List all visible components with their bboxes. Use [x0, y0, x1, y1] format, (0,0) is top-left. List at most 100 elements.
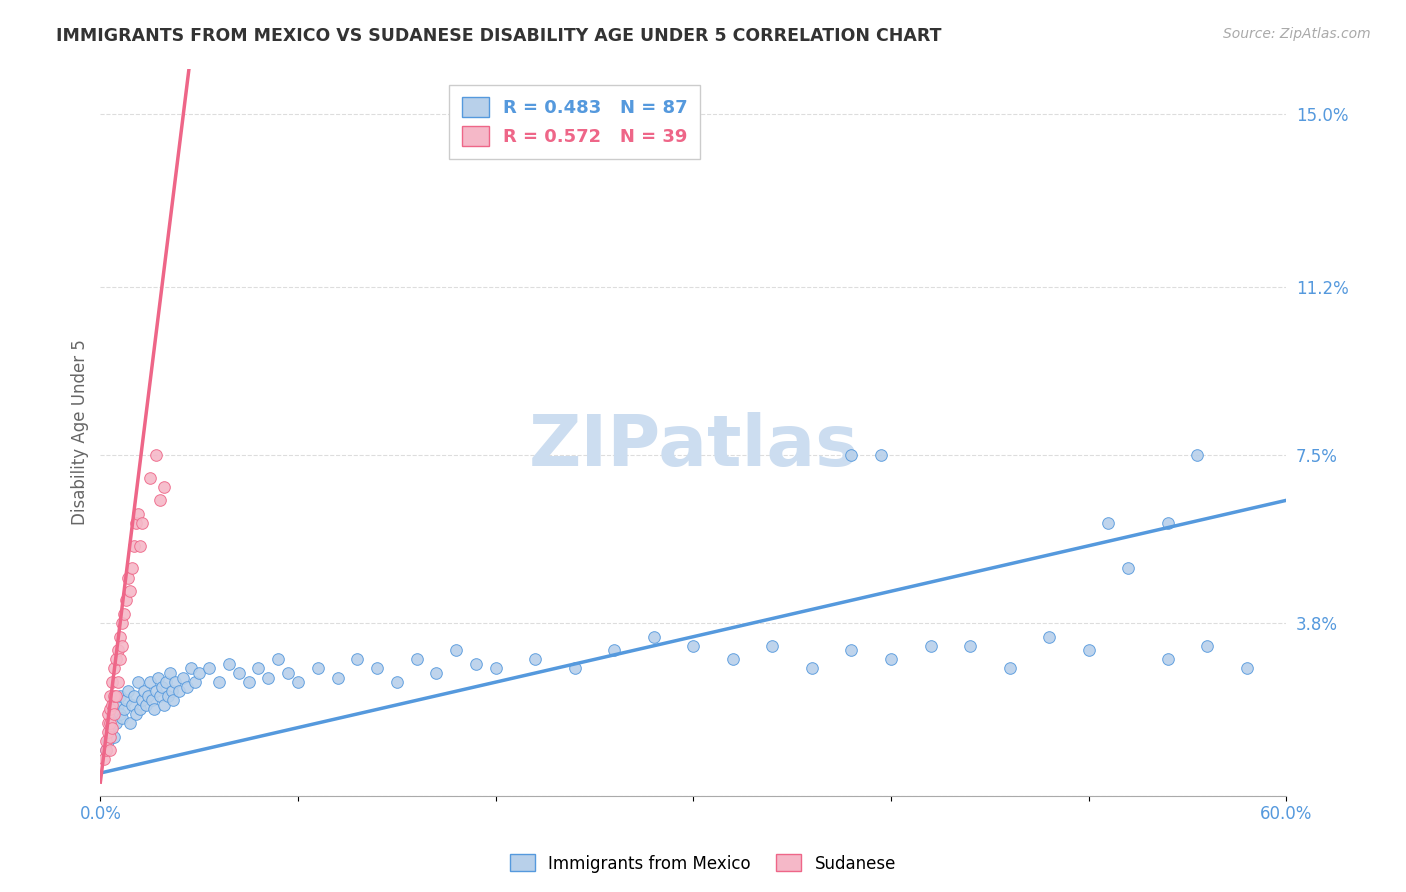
Point: [131, 516, 153, 530]
Point: [267, 652, 290, 666]
Point: [98, 721, 121, 735]
Point: [111, 615, 134, 630]
Point: [101, 698, 124, 712]
Point: [149, 689, 172, 703]
Point: [111, 639, 134, 653]
Point: [155, 675, 177, 690]
Point: [761, 639, 783, 653]
Point: [1197, 639, 1219, 653]
Point: [101, 721, 124, 735]
Point: [103, 706, 125, 721]
Point: [326, 671, 349, 685]
Point: [98, 716, 121, 731]
Point: [101, 706, 124, 721]
Point: [112, 607, 135, 621]
Point: [1038, 630, 1060, 644]
Point: [169, 684, 191, 698]
Point: [159, 666, 181, 681]
Point: [108, 652, 131, 666]
Point: [108, 630, 131, 644]
Point: [103, 730, 125, 744]
Point: [117, 571, 139, 585]
Point: [564, 661, 586, 675]
Point: [136, 689, 159, 703]
Text: ZIPatlas: ZIPatlas: [529, 412, 859, 481]
Point: [150, 680, 173, 694]
Point: [346, 652, 368, 666]
Point: [198, 661, 221, 675]
Point: [97, 706, 120, 721]
Point: [132, 684, 155, 698]
Point: [218, 657, 240, 671]
Point: [139, 675, 162, 690]
Point: [208, 675, 231, 690]
Point: [96, 743, 118, 757]
Point: [103, 689, 125, 703]
Y-axis label: Disability Age Under 5: Disability Age Under 5: [72, 339, 89, 525]
Point: [121, 698, 143, 712]
Point: [105, 689, 128, 703]
Point: [603, 643, 626, 657]
Point: [98, 730, 121, 744]
Point: [125, 516, 148, 530]
Point: [125, 706, 148, 721]
Point: [101, 675, 124, 690]
Point: [228, 666, 250, 681]
Point: [108, 706, 131, 721]
Point: [1236, 661, 1258, 675]
Point: [108, 689, 131, 703]
Point: [180, 661, 202, 675]
Point: [287, 675, 309, 690]
Point: [152, 698, 174, 712]
Text: IMMIGRANTS FROM MEXICO VS SUDANESE DISABILITY AGE UNDER 5 CORRELATION CHART: IMMIGRANTS FROM MEXICO VS SUDANESE DISAB…: [56, 27, 942, 45]
Point: [122, 689, 145, 703]
Point: [247, 661, 270, 675]
Point: [96, 743, 118, 757]
Point: [721, 652, 744, 666]
Point: [145, 448, 167, 462]
Point: [122, 539, 145, 553]
Point: [184, 675, 207, 690]
Point: [121, 561, 143, 575]
Text: Source: ZipAtlas.com: Source: ZipAtlas.com: [1223, 27, 1371, 41]
Point: [139, 470, 162, 484]
Point: [1157, 516, 1180, 530]
Point: [277, 666, 299, 681]
Point: [188, 666, 211, 681]
Point: [97, 725, 120, 739]
Point: [107, 698, 129, 712]
Point: [115, 693, 138, 707]
Point: [127, 675, 149, 690]
Point: [444, 643, 467, 657]
Point: [98, 689, 121, 703]
Point: [1097, 516, 1119, 530]
Point: [405, 652, 427, 666]
Point: [105, 716, 128, 731]
Point: [128, 539, 150, 553]
Point: [146, 671, 169, 685]
Point: [93, 752, 115, 766]
Point: [485, 661, 508, 675]
Point: [176, 680, 198, 694]
Point: [141, 693, 163, 707]
Point: [117, 684, 139, 698]
Point: [128, 702, 150, 716]
Point: [107, 643, 129, 657]
Point: [800, 661, 823, 675]
Point: [162, 693, 184, 707]
Point: [98, 743, 121, 757]
Point: [97, 734, 120, 748]
Point: [841, 643, 863, 657]
Point: [145, 684, 167, 698]
Point: [149, 493, 172, 508]
Point: [103, 661, 125, 675]
Point: [172, 671, 194, 685]
Point: [1187, 448, 1209, 462]
Point: [156, 689, 179, 703]
Point: [152, 480, 174, 494]
Point: [111, 711, 134, 725]
Point: [118, 716, 141, 731]
Point: [107, 675, 129, 690]
Point: [464, 657, 486, 671]
Legend: Immigrants from Mexico, Sudanese: Immigrants from Mexico, Sudanese: [503, 847, 903, 880]
